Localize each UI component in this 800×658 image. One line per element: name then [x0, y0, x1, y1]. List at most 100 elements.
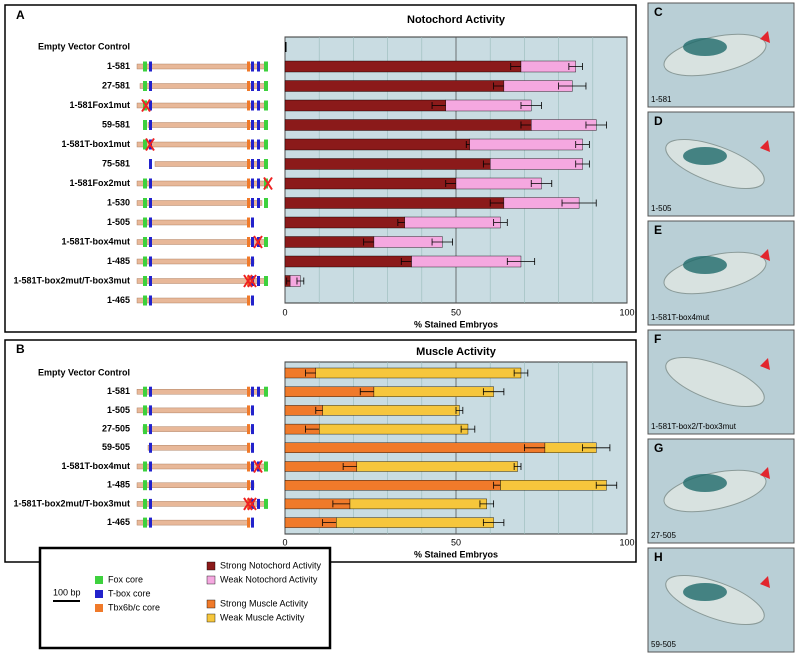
stain	[683, 256, 727, 274]
tbx6-box	[247, 81, 250, 91]
error-bar	[493, 219, 508, 226]
tbox-box	[149, 120, 152, 130]
bar-segment	[284, 480, 501, 491]
bar-segment	[284, 60, 522, 73]
tbox-box	[149, 276, 152, 286]
fox-box	[264, 498, 268, 509]
error-bar	[482, 388, 505, 396]
tbox-box	[251, 256, 254, 267]
bar-segment	[284, 99, 446, 112]
fox-box	[264, 237, 268, 247]
panel-letter: C	[654, 5, 663, 19]
fox-box	[143, 517, 147, 528]
bar-segment	[373, 386, 494, 397]
tbx6-box	[247, 461, 250, 472]
legend-swatch	[95, 590, 103, 598]
mutation-x	[247, 497, 257, 511]
fox-box	[264, 461, 268, 472]
tbox-box	[149, 61, 152, 72]
panel-letter: B	[16, 342, 25, 356]
tbox-box	[251, 237, 254, 247]
fox-box	[143, 498, 147, 509]
tbox-box	[149, 405, 152, 416]
x-tick-label: 0	[282, 537, 287, 547]
image-panel: G 27-505	[647, 438, 795, 544]
panel-letter: H	[654, 550, 663, 564]
bar-segment	[336, 517, 494, 528]
tbx6-box	[247, 217, 250, 228]
error-bar	[530, 180, 553, 187]
tbox-box	[251, 61, 254, 72]
construct-line	[136, 463, 267, 470]
construct-tick	[285, 42, 287, 52]
mutation-x	[253, 459, 263, 474]
chart-title: Muscle Activity	[416, 346, 497, 358]
row-label: 1-485	[107, 480, 130, 490]
fox-box	[143, 424, 147, 435]
x-tick-label: 100	[619, 537, 634, 547]
legend-swatch	[206, 599, 216, 609]
bar-segment	[284, 119, 532, 131]
tbx6-box	[247, 405, 250, 416]
error-bar	[561, 199, 597, 207]
fox-box	[143, 198, 147, 208]
tbx6-box	[247, 100, 250, 111]
tbox-box	[251, 100, 254, 111]
row-label: 27-505	[102, 423, 130, 433]
error-bar	[558, 82, 587, 90]
tbox-box	[251, 386, 254, 397]
x-axis-label: % Stained Embryos	[414, 319, 498, 329]
error-bar	[431, 238, 453, 246]
bar-segment	[319, 423, 469, 435]
tbox-box	[251, 198, 254, 208]
error-bar	[455, 406, 464, 414]
stain	[683, 583, 727, 601]
fox-box	[264, 120, 268, 130]
stain	[683, 38, 727, 56]
row-label: 1-581T-box2mut/T-box3mut	[13, 498, 130, 508]
tbx6-box	[247, 237, 250, 247]
fox-box	[264, 159, 268, 169]
chart-title: Notochord Activity	[407, 14, 506, 26]
fox-box	[143, 81, 147, 91]
row-label: 1-581T-box4mut	[61, 236, 130, 246]
arrowhead	[760, 31, 770, 43]
tbox-box	[257, 120, 260, 130]
tbx6-box	[247, 386, 250, 397]
construct-line	[136, 389, 267, 395]
fox-box	[143, 461, 147, 472]
legend-swatch	[95, 604, 103, 612]
row-label: 75-581	[102, 158, 130, 168]
legend-swatch	[206, 613, 216, 623]
tbox-box	[251, 480, 254, 491]
row-label: 59-581	[102, 119, 130, 129]
image-panel: H 59-505	[647, 547, 795, 653]
tbox-box	[257, 81, 260, 91]
image-caption: 27-505	[651, 531, 676, 540]
row-label: 1-530	[107, 197, 130, 207]
row-label: 1-581	[107, 61, 130, 71]
construct-line	[136, 482, 255, 488]
fox-box	[143, 480, 147, 491]
construct-line	[136, 180, 267, 187]
arrowhead	[760, 576, 770, 588]
construct-line	[136, 258, 255, 265]
stain	[683, 474, 727, 492]
fox-box	[143, 139, 147, 150]
tbox-box	[257, 159, 260, 169]
legend-label: T-box core	[108, 588, 151, 598]
legend-swatch	[206, 561, 216, 571]
tbox-box	[251, 159, 254, 169]
tbx6-box	[247, 517, 250, 528]
tbx6-box	[247, 61, 250, 72]
row-label: Empty Vector Control	[38, 41, 130, 51]
tbox-box	[149, 517, 152, 528]
legend-label: Strong Notochord Activity	[220, 560, 322, 570]
bar-segment	[315, 367, 522, 379]
bar-segment	[490, 158, 583, 170]
tbox-box	[149, 480, 152, 491]
mutation-x	[243, 274, 253, 288]
error-bar	[582, 444, 611, 452]
row-label: 1-581	[107, 386, 130, 396]
